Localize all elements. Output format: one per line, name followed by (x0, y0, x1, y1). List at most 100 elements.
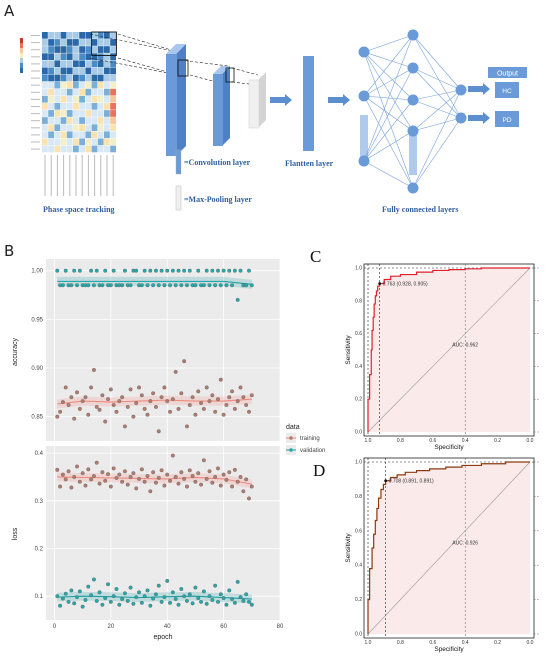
heatmap-cell (60, 145, 67, 153)
pool-block (248, 79, 260, 129)
heatmap-cell (66, 67, 73, 75)
point-training (128, 475, 133, 479)
point-validation (249, 283, 254, 288)
heatmap-cell (85, 138, 92, 146)
heatmap-cell (42, 74, 48, 82)
heatmap-cell (104, 46, 110, 53)
heatmap-cell (79, 32, 85, 39)
roc-curve-d: 0.708 (0.891, 0.891)AUC: 0.9260.01.00.20… (345, 457, 539, 653)
point-validation (117, 602, 122, 607)
point-training (137, 385, 141, 390)
point-validation (210, 268, 215, 273)
heatmap-cell (91, 60, 98, 68)
heatmap-cell (42, 145, 48, 153)
point-training (58, 484, 63, 489)
panel-label-c: C (310, 247, 321, 266)
roc-x-tick-label: 1.0 (365, 640, 372, 646)
data-points (55, 268, 254, 609)
heatmap-cell (110, 32, 116, 39)
point-training (196, 389, 201, 394)
point-training (185, 424, 189, 429)
point-training (139, 393, 144, 398)
point-validation (193, 283, 198, 288)
point-training (103, 419, 108, 424)
heatmap-cell (48, 39, 54, 46)
point-training (131, 471, 136, 476)
heatmap-cell (85, 39, 92, 46)
point-training (77, 406, 82, 411)
heatmap-cell (91, 53, 98, 60)
y-tick-label: 0.95 (31, 317, 43, 323)
heatmap-cell (110, 67, 116, 75)
point-training (162, 483, 167, 488)
heatmap-colorbar-step (20, 58, 23, 63)
heatmap-cell (42, 67, 48, 75)
heatmap-cell (66, 117, 73, 124)
cnn-architecture-diagram: Output HC PD =Convolution layer =Max-Poo… (20, 29, 527, 214)
point-validation (162, 595, 167, 600)
heatmap-cell (73, 46, 79, 53)
point-validation (142, 594, 147, 599)
roc-y-tick-label: 0.8 (355, 298, 362, 304)
heatmap-cell (54, 117, 61, 124)
heatmap-cell (66, 53, 73, 60)
heatmap-cell (42, 95, 48, 103)
y-tick-label: 0.85 (31, 415, 43, 421)
roc-y-tick-label: 0.2 (355, 597, 362, 603)
point-training (170, 397, 175, 402)
point-training (235, 399, 240, 404)
point-training (63, 477, 68, 482)
roc-y-axis-label: Sensitivity (345, 533, 352, 563)
network-edge (412, 99, 462, 119)
point-validation (151, 283, 156, 288)
heatmap-cell (54, 138, 61, 146)
network-edge (363, 51, 414, 132)
point-validation (63, 591, 68, 596)
point-validation (145, 588, 150, 593)
heatmap-cell (42, 131, 48, 139)
heatmap-cell (97, 131, 104, 139)
point-training (120, 479, 125, 484)
heatmap-cell (73, 124, 79, 131)
network-edge (363, 95, 414, 189)
roc-curve-line (367, 267, 530, 432)
heatmap-cell (104, 88, 110, 96)
point-training (210, 393, 215, 398)
point-validation (114, 587, 119, 591)
point-training (216, 397, 220, 402)
point-validation (199, 599, 204, 604)
x-tick-label: 20 (107, 624, 114, 630)
accuracy-axis-label: accuracy (12, 337, 19, 366)
point-training (139, 467, 144, 472)
heatmap-cell (85, 74, 92, 82)
smooth-line-training (57, 476, 252, 485)
point-training (156, 429, 161, 434)
point-training (63, 385, 68, 390)
point-validation (218, 592, 223, 597)
network-edge (363, 160, 414, 189)
point-validation (173, 283, 178, 288)
y-tick-label: 0.90 (31, 366, 43, 372)
point-training (80, 471, 85, 476)
heatmap-cell (110, 39, 116, 46)
point-training (117, 472, 122, 477)
point-training (159, 395, 164, 400)
point-training (201, 406, 206, 411)
network-edge (412, 34, 462, 119)
y-tick-label: 0.2 (35, 546, 44, 552)
point-validation (165, 578, 170, 583)
heatmap-cell (42, 124, 48, 131)
heatmap-cell (91, 131, 98, 139)
point-validation (170, 268, 175, 273)
network-edges (363, 34, 462, 189)
point-validation (69, 283, 74, 288)
point-training (204, 385, 209, 390)
heatmap-cell (79, 124, 85, 131)
point-validation (63, 268, 68, 273)
heatmap-cell (97, 95, 104, 103)
heatmap-cell (48, 81, 54, 89)
roc-y-tick-label: 1.0 (355, 266, 362, 272)
point-training (221, 472, 226, 477)
roc-y-axis-label: Sensitivity (345, 335, 352, 365)
point-training (91, 368, 96, 372)
